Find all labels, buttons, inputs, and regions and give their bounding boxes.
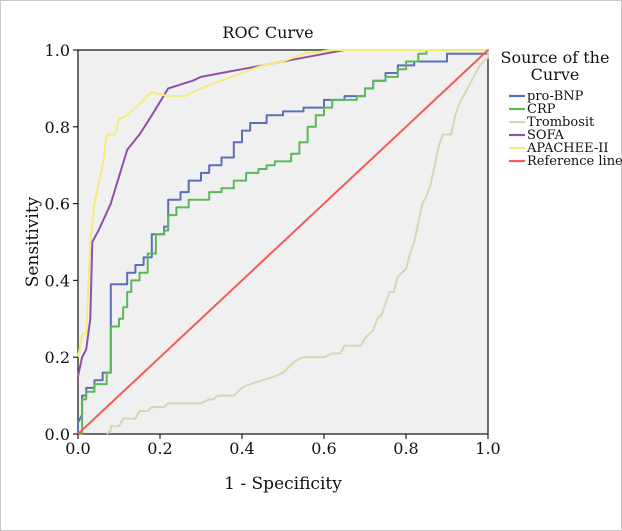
legend-title-line2: Curve — [531, 65, 580, 84]
ticks-group: 0.0 0.2 0.4 0.6 0.8 1.0 0.0 0.2 0.4 0.6 0.8 1.0 — [45, 41, 501, 458]
series-line-4 — [77, 49, 488, 358]
chart-title: ROC Curve — [222, 23, 313, 42]
series-line-2 — [106, 50, 489, 435]
x-tick-label: 0.8 — [393, 439, 418, 458]
series-line-1 — [78, 49, 488, 435]
x-tick-label: 1.0 — [475, 439, 500, 458]
x-tick-label: 0.6 — [311, 439, 336, 458]
y-tick-label: 0.8 — [45, 118, 70, 137]
y-tick-label: 1.0 — [45, 41, 70, 60]
y-tick-label: 0.0 — [45, 425, 70, 444]
y-tick-label: 0.4 — [45, 271, 70, 290]
series-line-5 — [77, 49, 489, 435]
legend-title-line1: Source of the — [501, 48, 610, 67]
legend-label: SOFA — [527, 128, 564, 143]
x-tick-label: 0.0 — [65, 439, 90, 458]
curves-group — [77, 49, 489, 435]
legend-label: Trombosit — [527, 115, 595, 130]
y-axis-label: Sensitivity — [23, 196, 43, 287]
legend-label: CRP — [527, 102, 556, 117]
y-tick-label: 0.6 — [45, 195, 70, 214]
y-tick-label: 0.2 — [45, 348, 70, 367]
legend-label: pro-BNP — [527, 89, 584, 104]
x-axis-label: 1 - Specificity — [224, 474, 342, 494]
legend-label: APACHEE-II — [526, 141, 609, 156]
legend: pro-BNPCRPTrombositSOFAAPACHEE-IIReferen… — [509, 89, 622, 169]
series-line-3 — [77, 49, 488, 377]
x-tick-label: 0.2 — [147, 439, 172, 458]
legend-label: Reference line — [527, 154, 622, 169]
x-tick-label: 0.4 — [229, 439, 254, 458]
